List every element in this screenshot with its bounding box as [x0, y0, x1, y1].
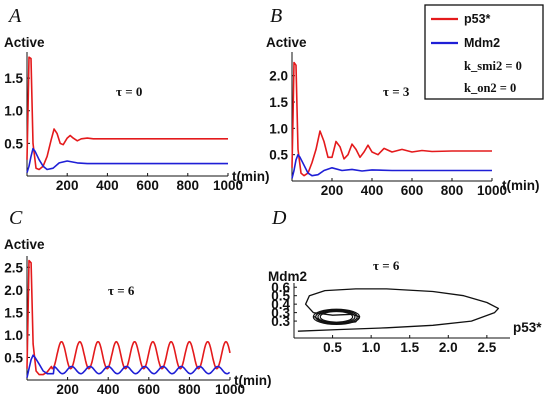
panel-c-ytick-label: 0.5 — [4, 350, 23, 365]
panel-b-axes: 200 400 600 800 1000 0.5 1.0 1.5 2.0 — [269, 52, 507, 198]
panel-a-xlabel: t(min) — [232, 169, 270, 184]
panel-c-xtick-label: 800 — [178, 382, 201, 397]
panel-a-ytick-label: 1.0 — [4, 104, 23, 119]
panel-a-ylabel: Active — [4, 35, 45, 50]
panel-d-limit-cycle — [319, 310, 354, 323]
legend-param-ksmi2: k_smi2 = 0 — [464, 59, 522, 73]
panel-c-xtick-label: 200 — [56, 382, 79, 397]
panel-a-ytick-label: 1.5 — [4, 71, 23, 86]
panel-d-annotation: τ = 6 — [373, 258, 400, 273]
panel-a-axes: 200 400 600 800 1000 0.5 1.0 1.5 — [4, 52, 243, 193]
panel-c-annotation: τ = 6 — [108, 283, 135, 298]
panel-a-ytick-label: 0.5 — [4, 136, 23, 151]
panel-c-ylabel: Active — [4, 237, 45, 252]
panel-a-xtick-label: 200 — [56, 178, 79, 193]
panel-d-ytick-label: 0.3 — [271, 306, 290, 321]
panel-d-ylabel: Mdm2 — [268, 269, 307, 284]
panel-d-xtick-label: 1.5 — [400, 340, 419, 355]
panel-a-annotation: τ = 0 — [116, 84, 142, 99]
panel-d-ytick-label: 0.3 — [271, 314, 290, 329]
panel-c-ytick-label: 2.0 — [4, 283, 23, 298]
panel-letter-c: C — [9, 207, 23, 229]
panel-d-xlabel: p53* — [513, 320, 542, 335]
panel-b-ytick-label: 1.5 — [269, 95, 288, 110]
panel-b: B Active t(min) τ = 3 200 400 600 800 1000 0.… — [266, 5, 540, 198]
panel-a-xtick-label: 400 — [96, 178, 119, 193]
panel-b-ytick-label: 0.5 — [269, 148, 288, 163]
panel-c-xtick-label: 400 — [97, 382, 120, 397]
panel-letter-a: A — [7, 5, 22, 27]
legend-param-kon2: k_on2 = 0 — [464, 81, 516, 95]
panel-d-limit-cycle — [314, 309, 358, 325]
legend: p53* Mdm2 k_smi2 = 0 k_on2 = 0 — [424, 4, 544, 100]
panel-letter-d: D — [271, 207, 287, 229]
panel-d-ytick-label: 0.6 — [271, 280, 290, 295]
panel-d-xtick-label: 2.5 — [477, 340, 496, 355]
legend-label-p53: p53* — [464, 12, 491, 26]
panel-b-ytick-label: 2.0 — [269, 69, 288, 84]
panel-d-xtick-label: 2.0 — [439, 340, 458, 355]
panel-c-series-p53 — [26, 259, 231, 376]
panel-a-series-p53 — [26, 56, 228, 171]
legend-box — [424, 4, 544, 100]
panel-d-axes: 0.5 1.0 1.5 2.0 2.50.30.30.40.50.6 — [271, 280, 510, 355]
panel-b-xtick-label: 1000 — [477, 183, 507, 198]
panel-c-ytick-label: 2.5 — [4, 260, 23, 275]
panel-a-series-mdm2 — [26, 147, 228, 173]
panel-b-xtick-label: 200 — [321, 183, 344, 198]
panel-b-ytick-label: 1.0 — [269, 121, 288, 136]
panel-a-xtick-label: 1000 — [213, 178, 243, 193]
panel-c-ytick-label: 1.5 — [4, 305, 23, 320]
panel-b-xtick-label: 800 — [441, 183, 464, 198]
panel-d-limit-cycle — [317, 310, 356, 324]
panel-b-xtick-label: 400 — [361, 183, 384, 198]
panel-d-xtick-label: 0.5 — [323, 340, 342, 355]
panel-c: C Active t(min) τ = 6 200 400 600 800 1000 0.… — [4, 207, 272, 397]
panel-d-xtick-label: 1.0 — [362, 340, 381, 355]
panel-d-ytick-label: 0.5 — [271, 289, 290, 304]
panel-c-axes: 200 400 600 800 1000 0.5 1.0 1.5 2.0 2.5 — [4, 256, 245, 397]
panel-letter-b: B — [270, 5, 282, 27]
panel-d-limit-cycle — [312, 308, 361, 326]
panel-b-xlabel: t(min) — [502, 178, 540, 193]
panel-b-series-p53 — [291, 61, 492, 177]
panel-b-annotation: τ = 3 — [383, 84, 410, 99]
panel-a: A Active t(min) τ = 0 200 400 600 800 1000 0.… — [4, 5, 270, 193]
panel-b-ylabel: Active — [266, 35, 307, 50]
panel-b-series-mdm2 — [291, 153, 492, 179]
legend-label-mdm2: Mdm2 — [464, 36, 500, 50]
panel-b-xtick-label: 600 — [401, 183, 424, 198]
panel-a-xtick-label: 600 — [136, 178, 159, 193]
panel-d: D Mdm2 p53* τ = 6 0.5 1.0 1.5 2.0 2.50.30.30… — [268, 207, 542, 355]
panel-c-series-mdm2 — [26, 354, 231, 378]
panel-c-xlabel: t(min) — [234, 373, 272, 388]
panel-c-xtick-label: 1000 — [215, 382, 245, 397]
panel-c-ytick-label: 1.0 — [4, 328, 23, 343]
panel-c-xtick-label: 600 — [138, 382, 161, 397]
panel-d-ytick-label: 0.4 — [271, 297, 290, 312]
panel-d-series-trajectory — [297, 288, 500, 332]
panel-a-xtick-label: 800 — [177, 178, 200, 193]
